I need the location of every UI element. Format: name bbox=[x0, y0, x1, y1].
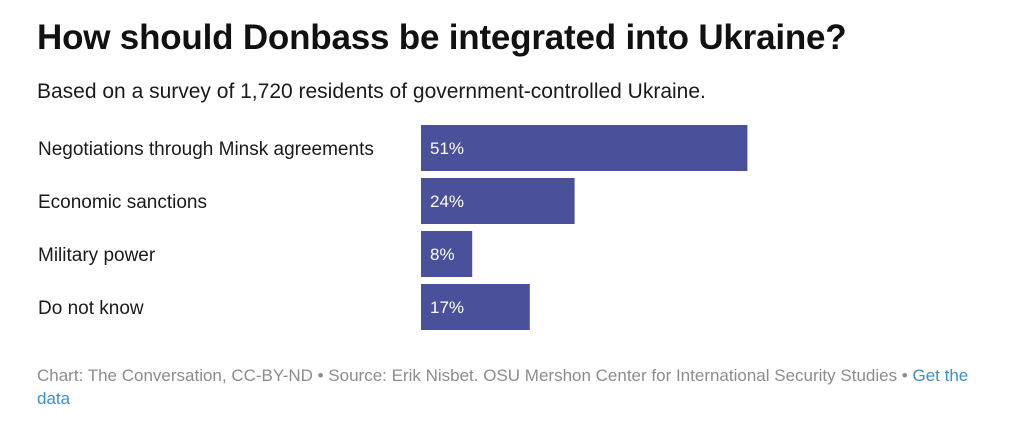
bar-value-label: 17% bbox=[430, 298, 464, 317]
bar-value-label: 8% bbox=[430, 245, 455, 264]
bar-value-label: 24% bbox=[430, 192, 464, 211]
category-label: Negotiations through Minsk agreements bbox=[38, 139, 374, 160]
chart-subtitle: Based on a survey of 1,720 residents of … bbox=[37, 80, 706, 103]
category-label: Do not know bbox=[38, 298, 144, 319]
bar bbox=[421, 284, 530, 330]
chart-title: How should Donbass be integrated into Uk… bbox=[37, 18, 847, 57]
get-data-link[interactable]: Get the data bbox=[37, 366, 969, 408]
category-label: Military power bbox=[38, 245, 156, 266]
footer-credit: Chart: The Conversation, CC-BY-ND • Sour… bbox=[37, 366, 913, 385]
bar bbox=[421, 178, 575, 224]
bar bbox=[421, 125, 748, 171]
category-label: Economic sanctions bbox=[38, 192, 207, 213]
bar bbox=[421, 231, 473, 277]
chart-footer: Chart: The Conversation, CC-BY-ND • Sour… bbox=[37, 364, 987, 410]
bar-value-label: 51% bbox=[430, 139, 464, 158]
